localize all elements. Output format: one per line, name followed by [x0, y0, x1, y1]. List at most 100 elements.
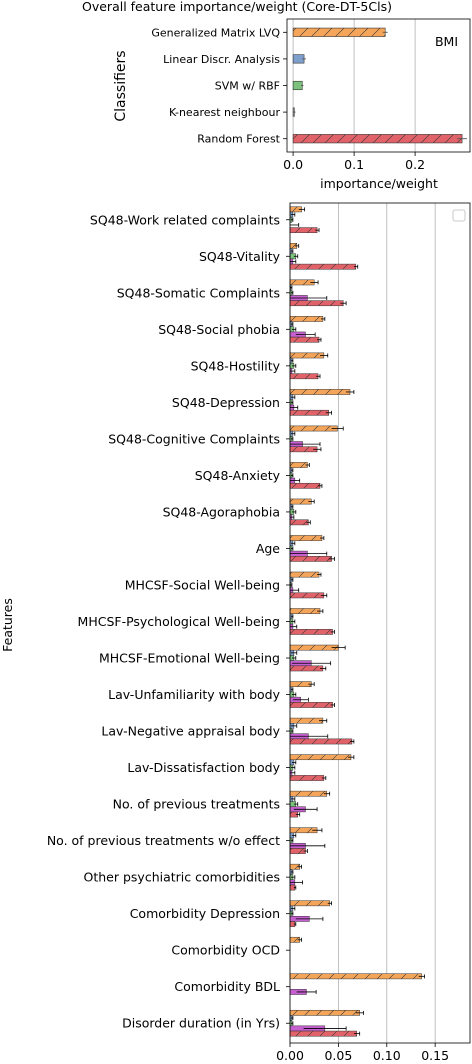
bar-hatch	[290, 827, 318, 833]
bar-hatch	[290, 629, 333, 635]
bar-hatch	[290, 665, 323, 672]
bar-hatch	[293, 28, 386, 37]
bar-hatch	[290, 791, 327, 797]
bar-hatch	[290, 921, 295, 927]
bar-hatch	[293, 134, 463, 143]
x-tick-labels: 0.00 0.05 0.10 0.15	[276, 1043, 449, 1063]
x-tick-label: 0.05	[324, 1048, 352, 1063]
bar-hatch	[290, 279, 315, 286]
y-tick-label: SVM w/ RBF	[215, 80, 280, 93]
y-tick-label: Age	[256, 541, 280, 556]
bar-hatch	[290, 702, 333, 708]
y-tick-label: Generalized Matrix LVQ	[151, 26, 280, 39]
y-tick-label: SQ48-Hostility	[191, 358, 281, 373]
y-tick-label: MHCSF-Social Well-being	[125, 577, 280, 592]
bar-hatch	[290, 519, 309, 525]
bar-hatch	[290, 300, 344, 306]
bar-hatch	[290, 738, 352, 745]
bar-hatch	[290, 227, 318, 233]
bar-hatch	[290, 425, 338, 432]
bar-hatch	[290, 1010, 360, 1016]
bar-hatch	[290, 462, 308, 468]
bar-hatch	[290, 848, 306, 854]
bar-hatch	[290, 410, 329, 416]
bars	[289, 206, 422, 1037]
y-tick-label: Lav-Dissatisfaction body	[127, 760, 280, 775]
y-tick-labels: Generalized Matrix LVQ Linear Discr. Anal…	[151, 26, 287, 146]
x-tick-label: 0.2	[405, 157, 425, 172]
bmi-annotation: BMI	[435, 34, 458, 49]
y-tick-label: Comorbidity Depression	[130, 906, 280, 921]
bar-hatch	[290, 243, 297, 249]
plot-frame	[286, 18, 471, 153]
bar-hatch	[290, 446, 318, 452]
bar-hatch	[290, 498, 312, 505]
bar-hatch	[290, 389, 350, 395]
bar-hatch	[290, 811, 298, 818]
error-bars	[290, 207, 425, 1036]
x-tick-label: 0.10	[373, 1048, 401, 1063]
bar-hatch	[290, 864, 300, 870]
bar-hatch	[290, 937, 300, 943]
x-tick-label: 0.00	[276, 1048, 304, 1063]
y-tick-label: Comorbidity BDL	[174, 979, 280, 994]
legend-box	[452, 209, 466, 222]
chart-title: Overall feature importance/weight (Core-…	[82, 0, 392, 14]
bar-svm-w-rbf	[292, 80, 303, 91]
y-tick-label: SQ48-Agoraphobia	[163, 504, 280, 519]
x-tick-label: 0.15	[421, 1048, 449, 1063]
feature-importance-chart: Features SQ48-Work related complaintsSQ4…	[0, 202, 471, 1063]
bar-hatch	[290, 718, 323, 724]
y-tick-label: SQ48-Depression	[172, 395, 280, 410]
y-tick-label: Disorder duration (in Yrs)	[122, 1016, 280, 1031]
y-tick-label: No. of previous treatments	[113, 797, 280, 812]
y-tick-label: SQ48-Cognitive Complaints	[108, 431, 280, 446]
y-tick-labels: SQ48-Work related complaints SQ48-Vitalit…	[47, 212, 290, 1031]
y-tick-label: No. of previous treatments w/o effect	[47, 833, 280, 848]
bar-hatch	[290, 1031, 357, 1037]
error-bars	[293, 31, 467, 140]
y-tick-label: Lav-Unfamiliarity with body	[108, 687, 280, 702]
bar-hatch	[290, 571, 320, 578]
y-tick-label: Other psychiatric comorbidities	[84, 870, 280, 885]
bar-hatch	[290, 884, 295, 891]
bar-hatch	[290, 775, 324, 781]
grid-lines	[289, 203, 436, 1043]
bar-hatch	[290, 608, 320, 614]
bar-hatch	[290, 556, 332, 562]
y-tick-label: MHCSF-Emotional Well-being	[99, 651, 280, 666]
bar-hatch	[290, 535, 322, 541]
bar-hatch	[290, 264, 356, 270]
y-axis-label: Classifiers	[113, 50, 129, 121]
y-tick-label: SQ48-Anxiety	[195, 468, 281, 483]
bar-hatch	[290, 754, 351, 760]
x-tick-label: 0.0	[283, 157, 303, 172]
grid-lines	[292, 19, 416, 152]
y-tick-label: Comorbidity OCD	[171, 943, 280, 958]
y-tick-label: Random Forest	[197, 133, 280, 146]
y-axis-label: Features	[0, 598, 15, 652]
y-tick-label: SQ48-Work related complaints	[90, 212, 280, 227]
bar-hatch	[290, 592, 324, 598]
y-tick-label: SQ48-Vitality	[199, 249, 281, 264]
y-tick-label: K-nearest neighbour	[169, 106, 281, 119]
bar-hatch	[290, 316, 323, 322]
bar-hatch	[290, 645, 339, 651]
bar-hatch	[290, 681, 312, 687]
bar-hatch	[290, 973, 422, 979]
plot-frame	[289, 202, 471, 1044]
y-tick-label: Linear Discr. Analysis	[163, 53, 280, 66]
y-tick-label: Lav-Negative appraisal body	[101, 724, 280, 739]
classifier-importance-chart: Overall feature importance/weight (Core-…	[82, 0, 471, 191]
y-tick-label: SQ48-Social phobia	[158, 322, 280, 337]
bar-hatch	[290, 373, 319, 379]
bar-hatch	[290, 337, 320, 343]
bar-hatch	[290, 900, 330, 906]
x-axis-label: importance/weight	[320, 176, 438, 191]
x-tick-label: 0.1	[344, 157, 364, 172]
x-tick-labels: 0.0 0.1 0.2	[283, 152, 425, 172]
y-tick-label: SQ48-Somatic Complaints	[117, 285, 280, 300]
y-tick-label: MHCSF-Psychological Well-being	[78, 614, 280, 629]
bar-hatch	[290, 352, 324, 359]
